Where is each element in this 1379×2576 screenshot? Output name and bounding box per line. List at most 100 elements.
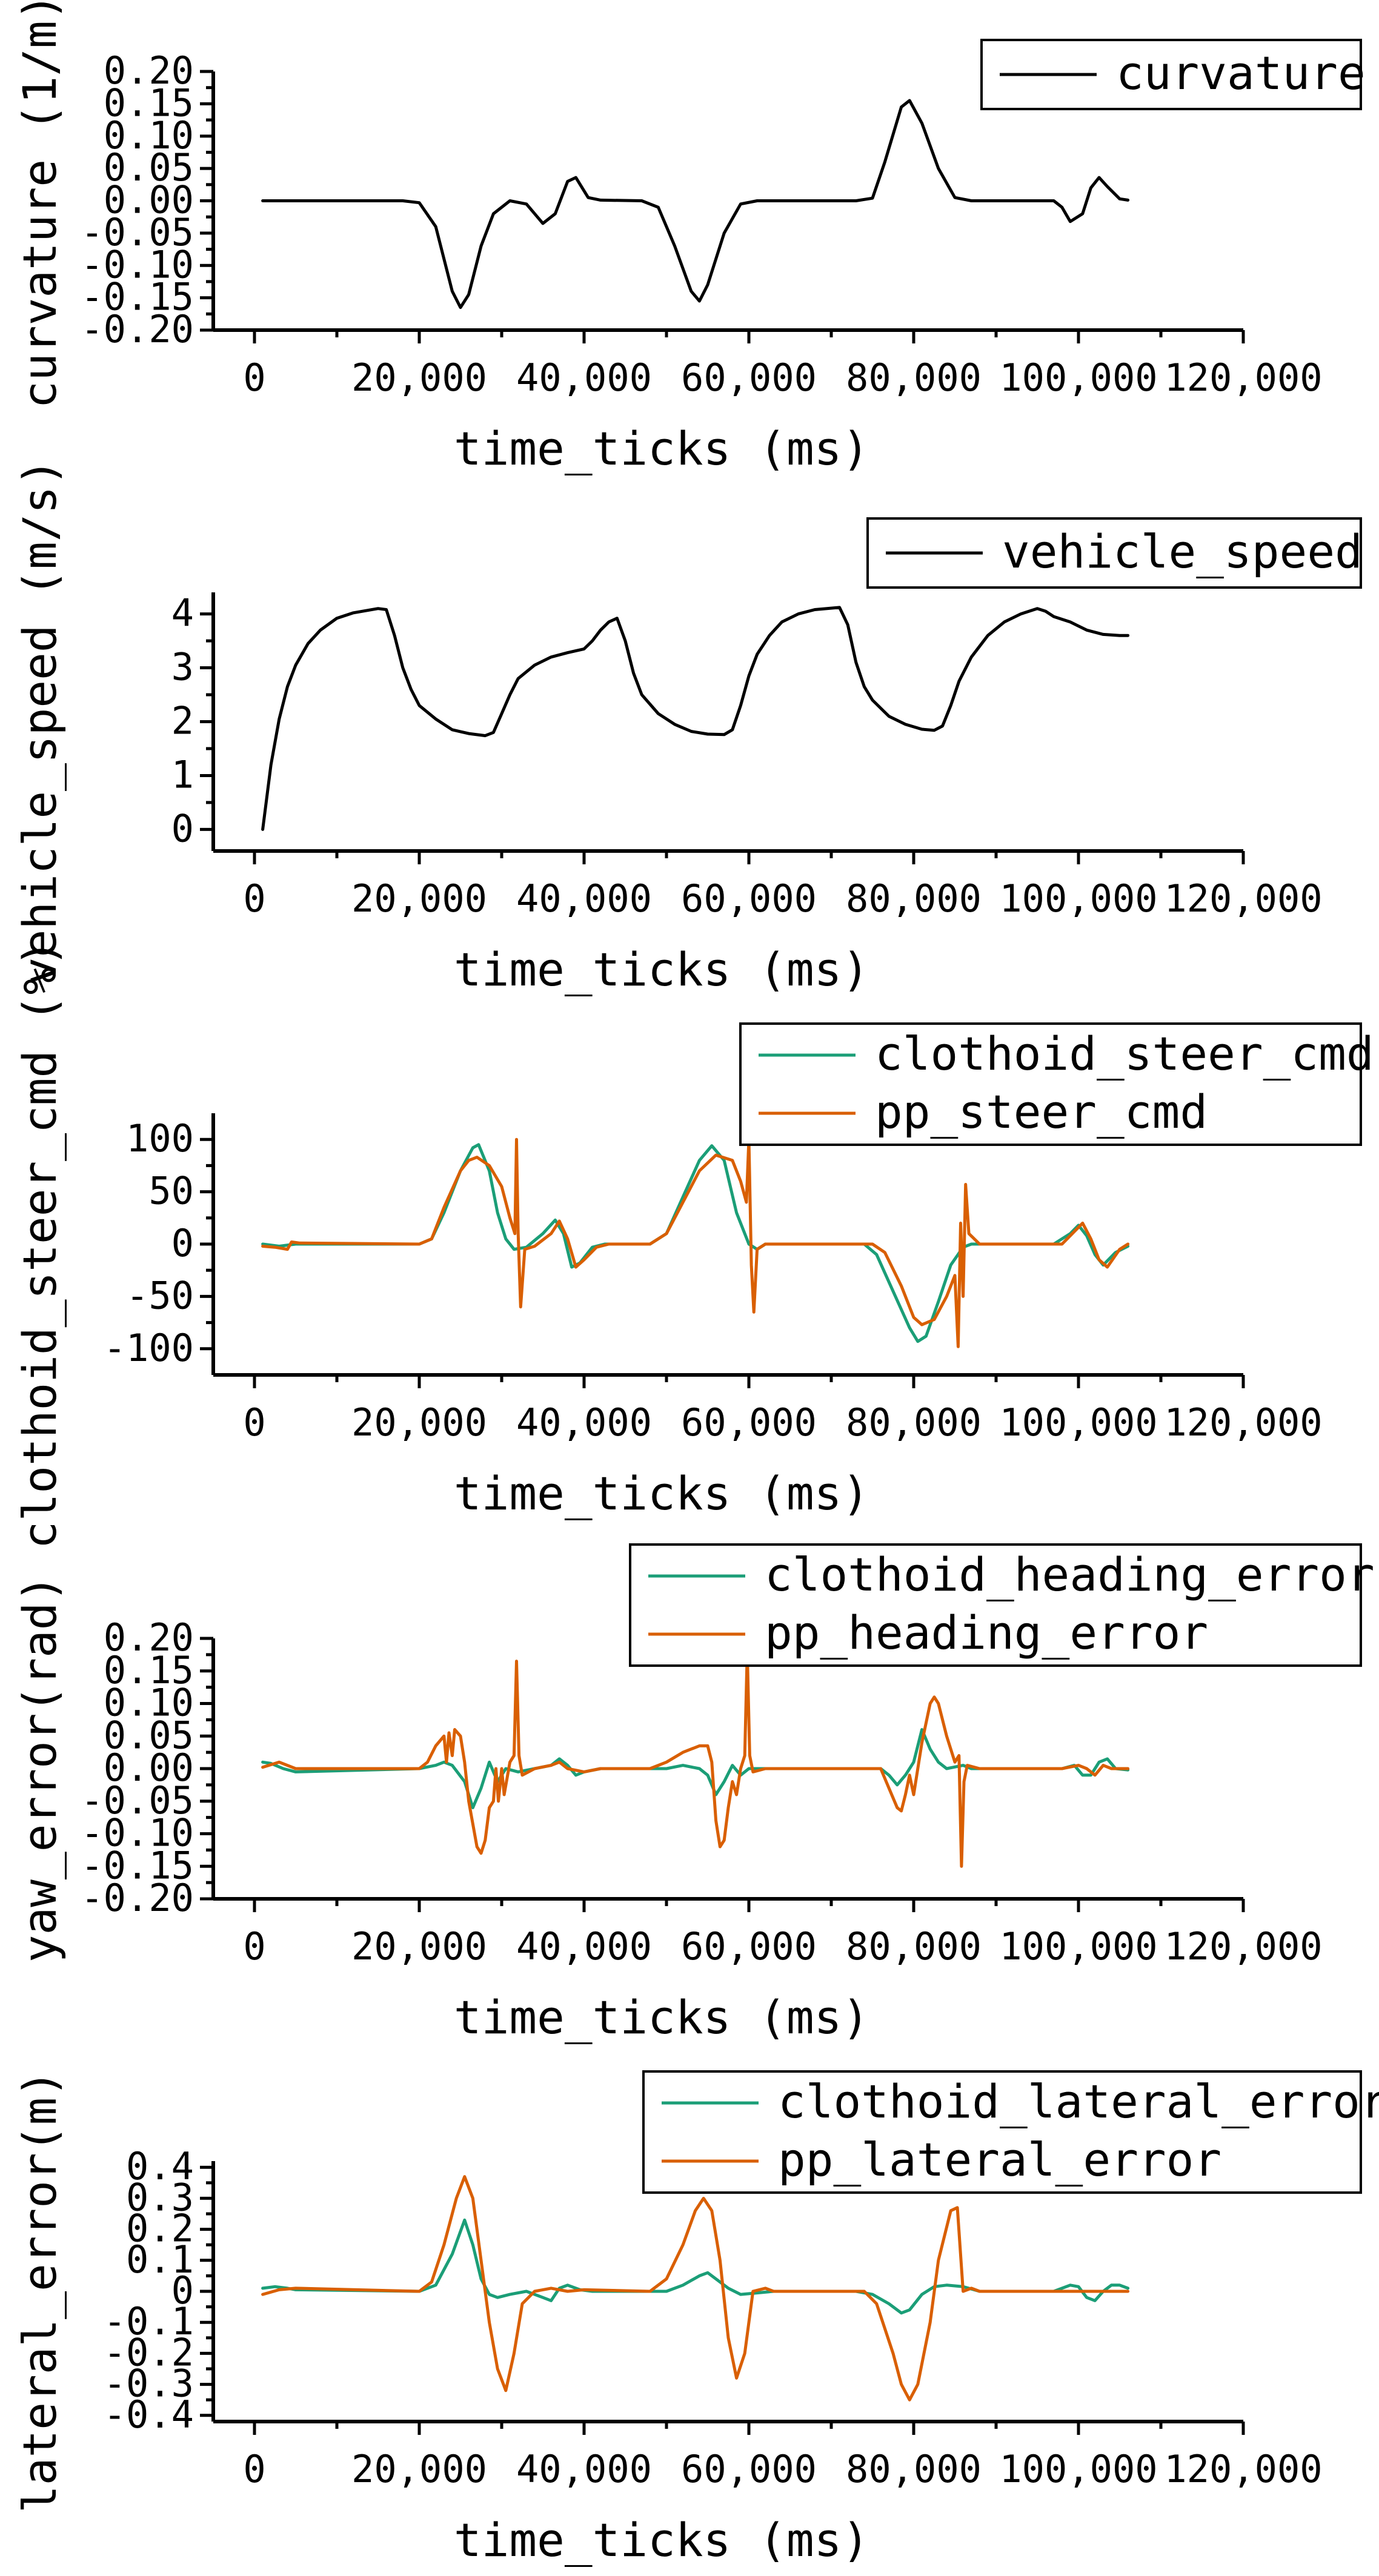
x-tick-label: 60,000 bbox=[681, 1400, 817, 1445]
chart-panel-0: 0 20,000 40,000 60,000 80,000 100,000 120,000 -… bbox=[13, 0, 1366, 475]
y-tick-label: -0.4 bbox=[104, 2392, 194, 2437]
x-tick-label: 100,000 bbox=[999, 1924, 1157, 1968]
y-tick-label: -0.15 bbox=[81, 1843, 194, 1887]
y-tick-label: 1 bbox=[171, 752, 194, 796]
series-line-vehicle_speed bbox=[261, 606, 1130, 831]
x-tick-label: 60,000 bbox=[681, 1924, 817, 1968]
x-tick-label: 120,000 bbox=[1164, 1400, 1322, 1445]
x-tick-label: 0 bbox=[243, 876, 265, 921]
x-tick-label: 100,000 bbox=[999, 1400, 1157, 1445]
y-tick-label: 2 bbox=[171, 699, 194, 743]
series-line-pp_heading_error bbox=[261, 1650, 1130, 1868]
y-tick-label: 0.10 bbox=[104, 1681, 194, 1725]
x-tick-label: 120,000 bbox=[1164, 2447, 1322, 2491]
chart-panel-2: 0 20,000 40,000 60,000 80,000 100,000 120,000 -… bbox=[13, 939, 1374, 1549]
series-line-clothoid_steer_cmd bbox=[261, 1143, 1130, 1343]
y-tick-label: 0.10 bbox=[104, 113, 194, 157]
x-tick-label: 100,000 bbox=[999, 2447, 1157, 2491]
y-tick-label: -0.15 bbox=[81, 275, 194, 319]
x-axis-title: time_ticks (ms) bbox=[454, 942, 869, 996]
y-tick-label: -50 bbox=[126, 1273, 194, 1317]
x-tick-label: 120,000 bbox=[1164, 356, 1322, 400]
x-tick-label: 120,000 bbox=[1164, 1924, 1322, 1968]
x-tick-label: 0 bbox=[243, 1400, 265, 1445]
legend-box bbox=[739, 1022, 1362, 1146]
y-tick-label: 50 bbox=[148, 1169, 194, 1213]
legend-label: clothoid_steer_cmd bbox=[875, 1027, 1374, 1081]
x-tick-label: 80,000 bbox=[846, 2447, 982, 2491]
y-tick-label: -100 bbox=[104, 1326, 194, 1370]
x-tick-label: 0 bbox=[243, 356, 265, 400]
y-tick-label: 0 bbox=[171, 2268, 194, 2313]
x-tick-label: 120,000 bbox=[1164, 876, 1322, 921]
x-axis-title: time_ticks (ms) bbox=[454, 1466, 869, 1520]
y-axis-title: curvature (1/m) bbox=[13, 0, 67, 409]
series-line-clothoid_lateral_error bbox=[261, 2218, 1130, 2315]
y-axis-title: lateral_error(m) bbox=[13, 2070, 67, 2513]
y-tick-label: -0.3 bbox=[104, 2362, 194, 2406]
y-tick-label: 0.15 bbox=[104, 81, 194, 125]
y-tick-label: -0.1 bbox=[104, 2299, 194, 2343]
x-axis-title: time_ticks (ms) bbox=[454, 422, 869, 475]
y-tick-label: 0.2 bbox=[126, 2207, 194, 2251]
series-line-pp_steer_cmd bbox=[261, 1137, 1130, 1348]
y-tick-label: 0.1 bbox=[126, 2237, 194, 2282]
y-tick-label: 0.20 bbox=[104, 48, 194, 93]
x-tick-label: 80,000 bbox=[846, 1924, 982, 1968]
y-tick-label: 0 bbox=[171, 806, 194, 850]
y-axis-title: yaw_error(rad) bbox=[13, 1575, 67, 1963]
y-tick-label: -0.2 bbox=[104, 2330, 194, 2374]
y-tick-label: 0.05 bbox=[104, 145, 194, 190]
y-tick-label: 0.15 bbox=[104, 1648, 194, 1692]
legend-box bbox=[642, 2070, 1362, 2194]
y-tick-label: 0 bbox=[171, 1221, 194, 1265]
x-tick-label: 60,000 bbox=[681, 2447, 817, 2491]
x-tick-label: 60,000 bbox=[681, 356, 817, 400]
y-axis-title: vehicle_speed (m/s) bbox=[13, 459, 67, 985]
x-tick-label: 40,000 bbox=[516, 1924, 652, 1968]
legend-label: pp_steer_cmd bbox=[875, 1085, 1208, 1139]
y-tick-label: 100 bbox=[126, 1116, 194, 1161]
series-line-pp_lateral_error bbox=[261, 2175, 1130, 2402]
legend-label: curvature bbox=[1116, 46, 1366, 100]
y-tick-label: 0.20 bbox=[104, 1615, 194, 1660]
y-tick-label: 0.4 bbox=[126, 2144, 194, 2188]
y-tick-label: -0.20 bbox=[81, 1876, 194, 1920]
x-tick-label: 20,000 bbox=[351, 2447, 487, 2491]
x-tick-label: 20,000 bbox=[351, 356, 487, 400]
chart-panel-4: 0 20,000 40,000 60,000 80,000 100,000 120,000 -… bbox=[13, 2070, 1379, 2567]
x-tick-label: 20,000 bbox=[351, 1924, 487, 1968]
chart-panel-3: 0 20,000 40,000 60,000 80,000 100,000 120,000 -… bbox=[13, 1543, 1375, 2044]
y-tick-label: 0.05 bbox=[104, 1713, 194, 1757]
y-tick-label: 4 bbox=[171, 591, 194, 635]
y-tick-label: -0.20 bbox=[81, 307, 194, 351]
x-axis-title: time_ticks (ms) bbox=[454, 2513, 869, 2567]
y-tick-label: -0.05 bbox=[81, 1778, 194, 1823]
series-line-curvature bbox=[261, 99, 1130, 310]
y-tick-label: 0.3 bbox=[126, 2175, 194, 2219]
legend-box bbox=[629, 1543, 1362, 1667]
x-tick-label: 40,000 bbox=[516, 1400, 652, 1445]
x-tick-label: 100,000 bbox=[999, 876, 1157, 921]
x-tick-label: 80,000 bbox=[846, 356, 982, 400]
x-tick-label: 40,000 bbox=[516, 876, 652, 921]
y-tick-label: -0.10 bbox=[81, 1811, 194, 1855]
x-tick-label: 100,000 bbox=[999, 356, 1157, 400]
legend-label: clothoid_heading_error bbox=[765, 1548, 1375, 1601]
y-tick-label: 0.00 bbox=[104, 1746, 194, 1790]
x-tick-label: 80,000 bbox=[846, 876, 982, 921]
y-tick-label: 3 bbox=[171, 645, 194, 689]
legend-label: clothoid_lateral_error bbox=[778, 2074, 1379, 2128]
x-tick-label: 80,000 bbox=[846, 1400, 982, 1445]
x-tick-label: 40,000 bbox=[516, 356, 652, 400]
y-tick-label: -0.05 bbox=[81, 210, 194, 254]
legend-label: vehicle_speed bbox=[1002, 525, 1363, 578]
x-tick-label: 60,000 bbox=[681, 876, 817, 921]
y-tick-label: 0.00 bbox=[104, 178, 194, 222]
x-tick-label: 0 bbox=[243, 1924, 265, 1968]
chart-panel-1: 0 20,000 40,000 60,000 80,000 100,000 120,000 0… bbox=[13, 459, 1363, 996]
y-axis-title: clothoid_steer_cmd (%) bbox=[13, 939, 67, 1549]
x-tick-label: 20,000 bbox=[351, 876, 487, 921]
legend-label: pp_lateral_error bbox=[778, 2133, 1221, 2187]
